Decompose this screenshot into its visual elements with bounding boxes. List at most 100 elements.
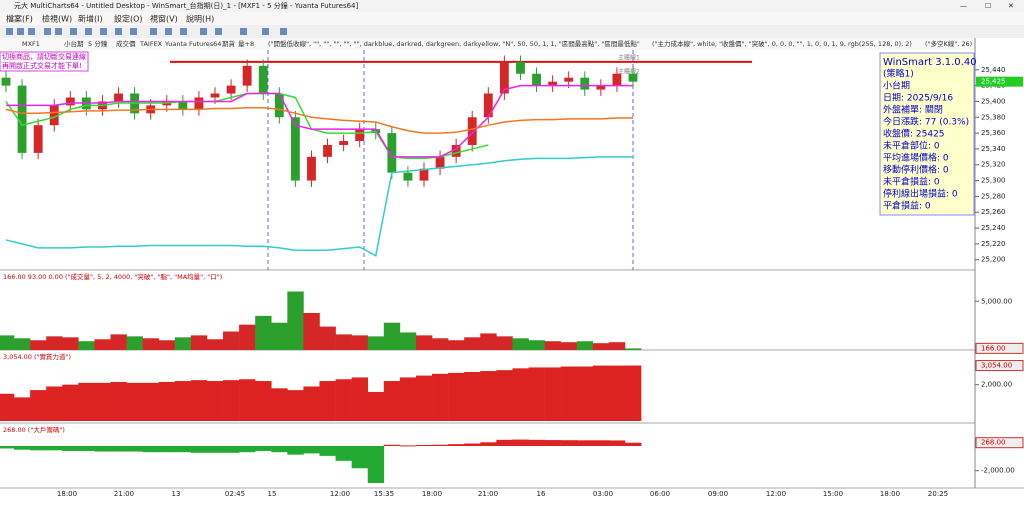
candle-body [596, 85, 606, 90]
bar [94, 446, 111, 452]
title-bar [0, 0, 1024, 12]
bar [62, 446, 79, 451]
close[interactable]: ✕ [1008, 2, 1014, 10]
bar [223, 446, 240, 453]
bar [560, 366, 578, 421]
candle-body [516, 61, 525, 74]
bar [415, 375, 433, 421]
panel-header: 268.00 ("大戶籌碼") [3, 425, 65, 434]
candle-body [612, 73, 622, 86]
bar [0, 335, 15, 350]
menu-item[interactable]: 新增(I) [78, 14, 103, 24]
last-value-box [975, 437, 1024, 449]
info-line: 今日漲跌: 77 (0.3%) [883, 116, 969, 128]
candle-body [323, 144, 332, 157]
chart-header-text: 期貨 [222, 39, 236, 48]
candle-body [387, 133, 397, 173]
candle-body [403, 172, 413, 181]
bar [544, 440, 561, 446]
x-tick-label: 02:45 [225, 490, 245, 498]
candle-body [1, 77, 11, 86]
candle-body [435, 156, 445, 169]
bar [319, 326, 336, 350]
last-value-box [975, 360, 1024, 372]
bar [239, 324, 256, 350]
bar [62, 384, 79, 421]
bar [174, 446, 192, 453]
panel-header: 3,054.00 ("實質力道") [3, 352, 71, 361]
bar [608, 365, 626, 421]
bar [223, 380, 240, 421]
bar [399, 445, 417, 447]
info-line: (策略1) [883, 68, 914, 80]
bar [432, 338, 449, 350]
bar [206, 381, 224, 421]
bar [319, 446, 336, 456]
bar [448, 372, 465, 421]
candle-body [258, 65, 268, 94]
info-line: 外盤補單: 關閉 [883, 104, 943, 116]
x-tick-label: 18:00 [880, 490, 900, 498]
bar [287, 291, 304, 350]
window-title: 元大 MultiCharts64 - Untitled Desktop - Wi… [14, 1, 358, 10]
x-tick-label: 20:25 [928, 490, 948, 498]
bar [351, 446, 369, 469]
bar [335, 334, 352, 350]
candle-body [532, 73, 541, 86]
bar [576, 366, 594, 421]
chart-header-text: 5 分鐘 [88, 39, 108, 48]
y-tick-label: 25,320 [981, 161, 1006, 169]
maximize[interactable]: ☐ [985, 2, 991, 10]
bar [480, 371, 497, 421]
bar [110, 446, 127, 452]
menu-item[interactable]: 說明(H) [186, 14, 214, 24]
candle-body [564, 77, 574, 82]
bar [78, 446, 95, 451]
bar [255, 381, 272, 421]
bar [0, 393, 15, 421]
y-tick-label: 25,260 [981, 208, 1006, 216]
minimize[interactable]: — [960, 2, 967, 10]
bar [206, 446, 224, 453]
chart-header-bar [0, 38, 975, 50]
x-tick-label: 21:00 [114, 490, 134, 498]
y-tick-label: 25,400 [981, 97, 1006, 105]
bar [303, 312, 320, 350]
bar [335, 446, 352, 461]
indicator-line [5, 156, 633, 257]
bar [496, 336, 513, 350]
x-tick-label: 15:00 [823, 490, 843, 498]
bar [46, 446, 63, 451]
x-tick-label: 12:00 [766, 490, 786, 498]
info-line: 移動停利價格: 0 [883, 164, 949, 176]
bar [608, 440, 626, 446]
chart-header-text: 小台期 [64, 39, 84, 48]
menu-item[interactable]: 檢視(W) [42, 14, 72, 24]
bar [592, 343, 610, 350]
bar [30, 390, 47, 421]
bar [480, 333, 497, 350]
info-line: 停利線出場損益: 0 [883, 188, 958, 200]
candle-body [499, 61, 509, 94]
menu-item[interactable]: 檔案(F) [6, 14, 33, 24]
menu-item[interactable]: 設定(O) [114, 14, 143, 24]
x-tick-label: 18:00 [422, 490, 442, 498]
last-value-label: 3,054.00 [981, 362, 1012, 370]
candle-body [628, 73, 638, 82]
x-tick-label: 15 [268, 490, 277, 498]
candle-body [483, 93, 493, 118]
bar [415, 335, 433, 350]
chart-header-text: TAIFEX [139, 40, 163, 48]
x-tick-label: 12:00 [330, 490, 350, 498]
bar [464, 443, 481, 446]
indicator-line [5, 107, 633, 134]
info-line: 未平倉部位: 0 [883, 140, 940, 152]
menu-item[interactable]: 視窗(V) [150, 14, 178, 24]
bar [303, 446, 320, 454]
bar [592, 440, 610, 446]
bar [206, 339, 224, 350]
bar [383, 444, 401, 446]
bar [287, 446, 304, 455]
bar [94, 339, 111, 350]
